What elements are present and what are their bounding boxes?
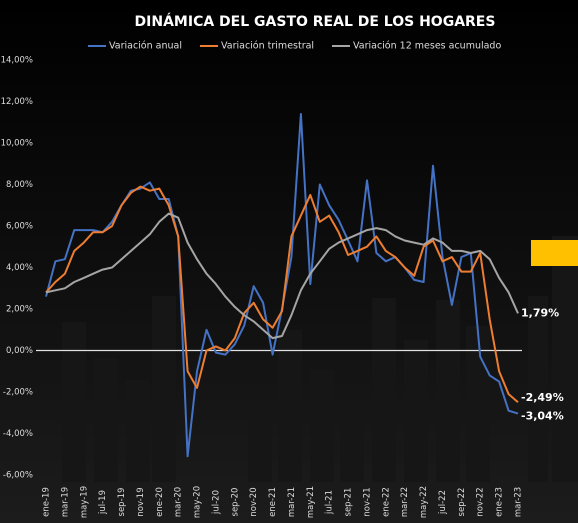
y-tick-label: 10,00% bbox=[1, 139, 33, 149]
x-tick-label: mar-19 bbox=[60, 487, 70, 517]
x-tick-label: mar-20 bbox=[174, 487, 184, 517]
y-tick-label: -2,00% bbox=[3, 388, 33, 398]
x-tick-label: ene-23 bbox=[495, 487, 505, 517]
x-tick-label: ene-21 bbox=[268, 487, 278, 517]
series-line bbox=[45, 185, 519, 403]
data-label: -2,49% bbox=[521, 391, 564, 404]
y-tick-label: 4,00% bbox=[6, 263, 33, 273]
x-tick-label: may-21 bbox=[306, 486, 316, 518]
legend-label: Variación trimestral bbox=[221, 41, 314, 52]
highlight-box bbox=[531, 240, 578, 266]
x-tick-label: nov-21 bbox=[362, 487, 372, 516]
y-tick-label: 0,00% bbox=[6, 346, 33, 356]
x-tick-label: sep-22 bbox=[457, 488, 467, 517]
y-tick-label: 6,00% bbox=[6, 222, 33, 232]
background-bars bbox=[62, 236, 578, 482]
x-tick-label: jul-19 bbox=[98, 490, 108, 515]
y-tick-label: 8,00% bbox=[6, 180, 33, 190]
x-tick-label: nov-22 bbox=[476, 487, 486, 516]
x-tick-label: nov-20 bbox=[249, 487, 259, 516]
x-tick-label: jul-22 bbox=[438, 490, 448, 515]
y-tick-label: 2,00% bbox=[6, 305, 33, 315]
x-tick-label: mar-22 bbox=[400, 487, 410, 517]
data-label: 1,79% bbox=[521, 306, 559, 319]
x-tick-label: may-19 bbox=[79, 486, 89, 518]
x-tick-label: sep-21 bbox=[344, 488, 354, 517]
x-tick-label: sep-19 bbox=[117, 488, 127, 517]
x-tick-label: mar-23 bbox=[514, 487, 524, 517]
legend-label: Variación anual bbox=[109, 41, 182, 52]
x-tick-label: jul-21 bbox=[325, 490, 335, 515]
x-tick-label: may-20 bbox=[193, 486, 203, 518]
y-tick-label: -4,00% bbox=[3, 429, 33, 439]
x-tick-label: mar-21 bbox=[287, 487, 297, 517]
x-tick-label: ene-20 bbox=[155, 487, 165, 517]
series-line bbox=[45, 212, 519, 340]
x-tick-label: sep-20 bbox=[230, 488, 240, 517]
chart-title: DINÁMICA DEL GASTO REAL DE LOS HOGARES bbox=[135, 13, 496, 30]
x-tick-label: ene-22 bbox=[381, 487, 391, 517]
data-label: -3,04% bbox=[521, 410, 564, 423]
y-tick-label: 14,00% bbox=[1, 56, 33, 66]
x-tick-label: may-22 bbox=[419, 486, 429, 518]
y-tick-label: 12,00% bbox=[1, 97, 33, 107]
x-tick-label: jul-20 bbox=[211, 490, 221, 515]
y-tick-label: -6,00% bbox=[3, 471, 33, 481]
legend-label: Variación 12 meses acumulado bbox=[353, 41, 501, 52]
x-tick-label: ene-19 bbox=[42, 487, 52, 517]
x-tick-label: nov-19 bbox=[136, 487, 146, 516]
